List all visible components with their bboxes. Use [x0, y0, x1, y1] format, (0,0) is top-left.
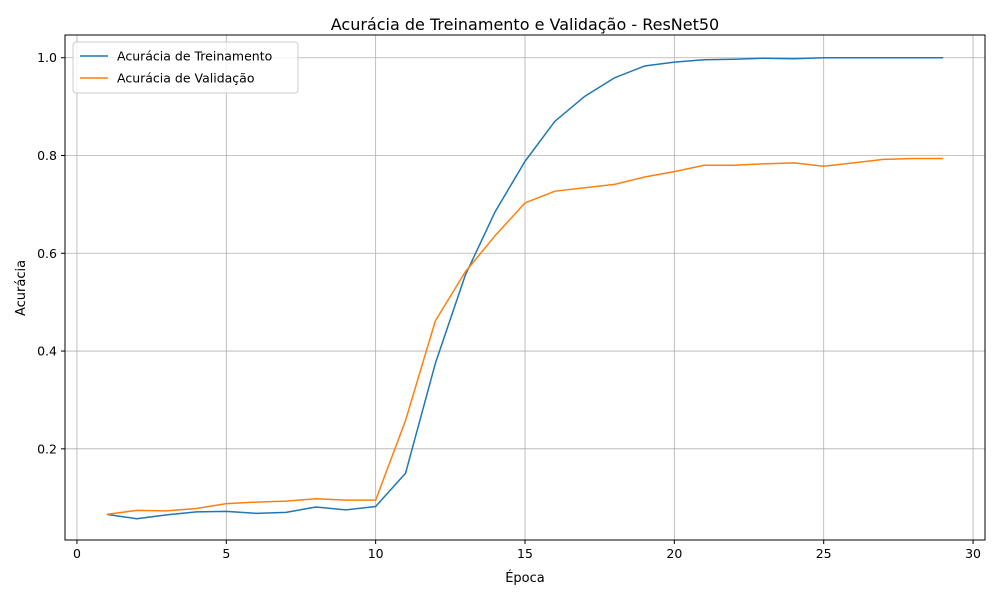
- x-tick-label: 0: [73, 546, 81, 561]
- y-tick-label: 0.4: [37, 344, 57, 359]
- x-tick-label: 25: [816, 546, 832, 561]
- legend-box: [72, 41, 299, 94]
- y-tick-label: 0.6: [37, 246, 57, 261]
- x-tick-label: 20: [666, 546, 682, 561]
- legend: Acurácia de Treinamento Acurácia de Vali…: [72, 41, 299, 94]
- grid-lines: [65, 35, 985, 540]
- series-lines: [106, 56, 944, 520]
- x-tick-label: 10: [368, 546, 384, 561]
- x-tick-label: 15: [517, 546, 533, 561]
- y-tick-label: 1.0: [37, 50, 57, 65]
- y-tick-label: 0.8: [37, 148, 57, 163]
- x-tick-label: 30: [965, 546, 981, 561]
- y-tick-label: 0.2: [37, 441, 57, 456]
- axis-ticks: 0 5 10 15 20 25 30 0.2 0.4 0.6 0.8 1.0: [37, 50, 981, 561]
- x-axis-label: Época: [505, 570, 545, 586]
- y-axis-label: Acurácia: [14, 260, 29, 316]
- series-line-training: [106, 56, 944, 520]
- legend-label-training: Acurácia de Treinamento: [117, 49, 272, 64]
- chart-title: Acurácia de Treinamento e Validação - Re…: [331, 15, 719, 34]
- x-tick-label: 5: [222, 546, 230, 561]
- legend-label-validation: Acurácia de Validação: [117, 71, 254, 86]
- series-line-validation: [106, 157, 944, 516]
